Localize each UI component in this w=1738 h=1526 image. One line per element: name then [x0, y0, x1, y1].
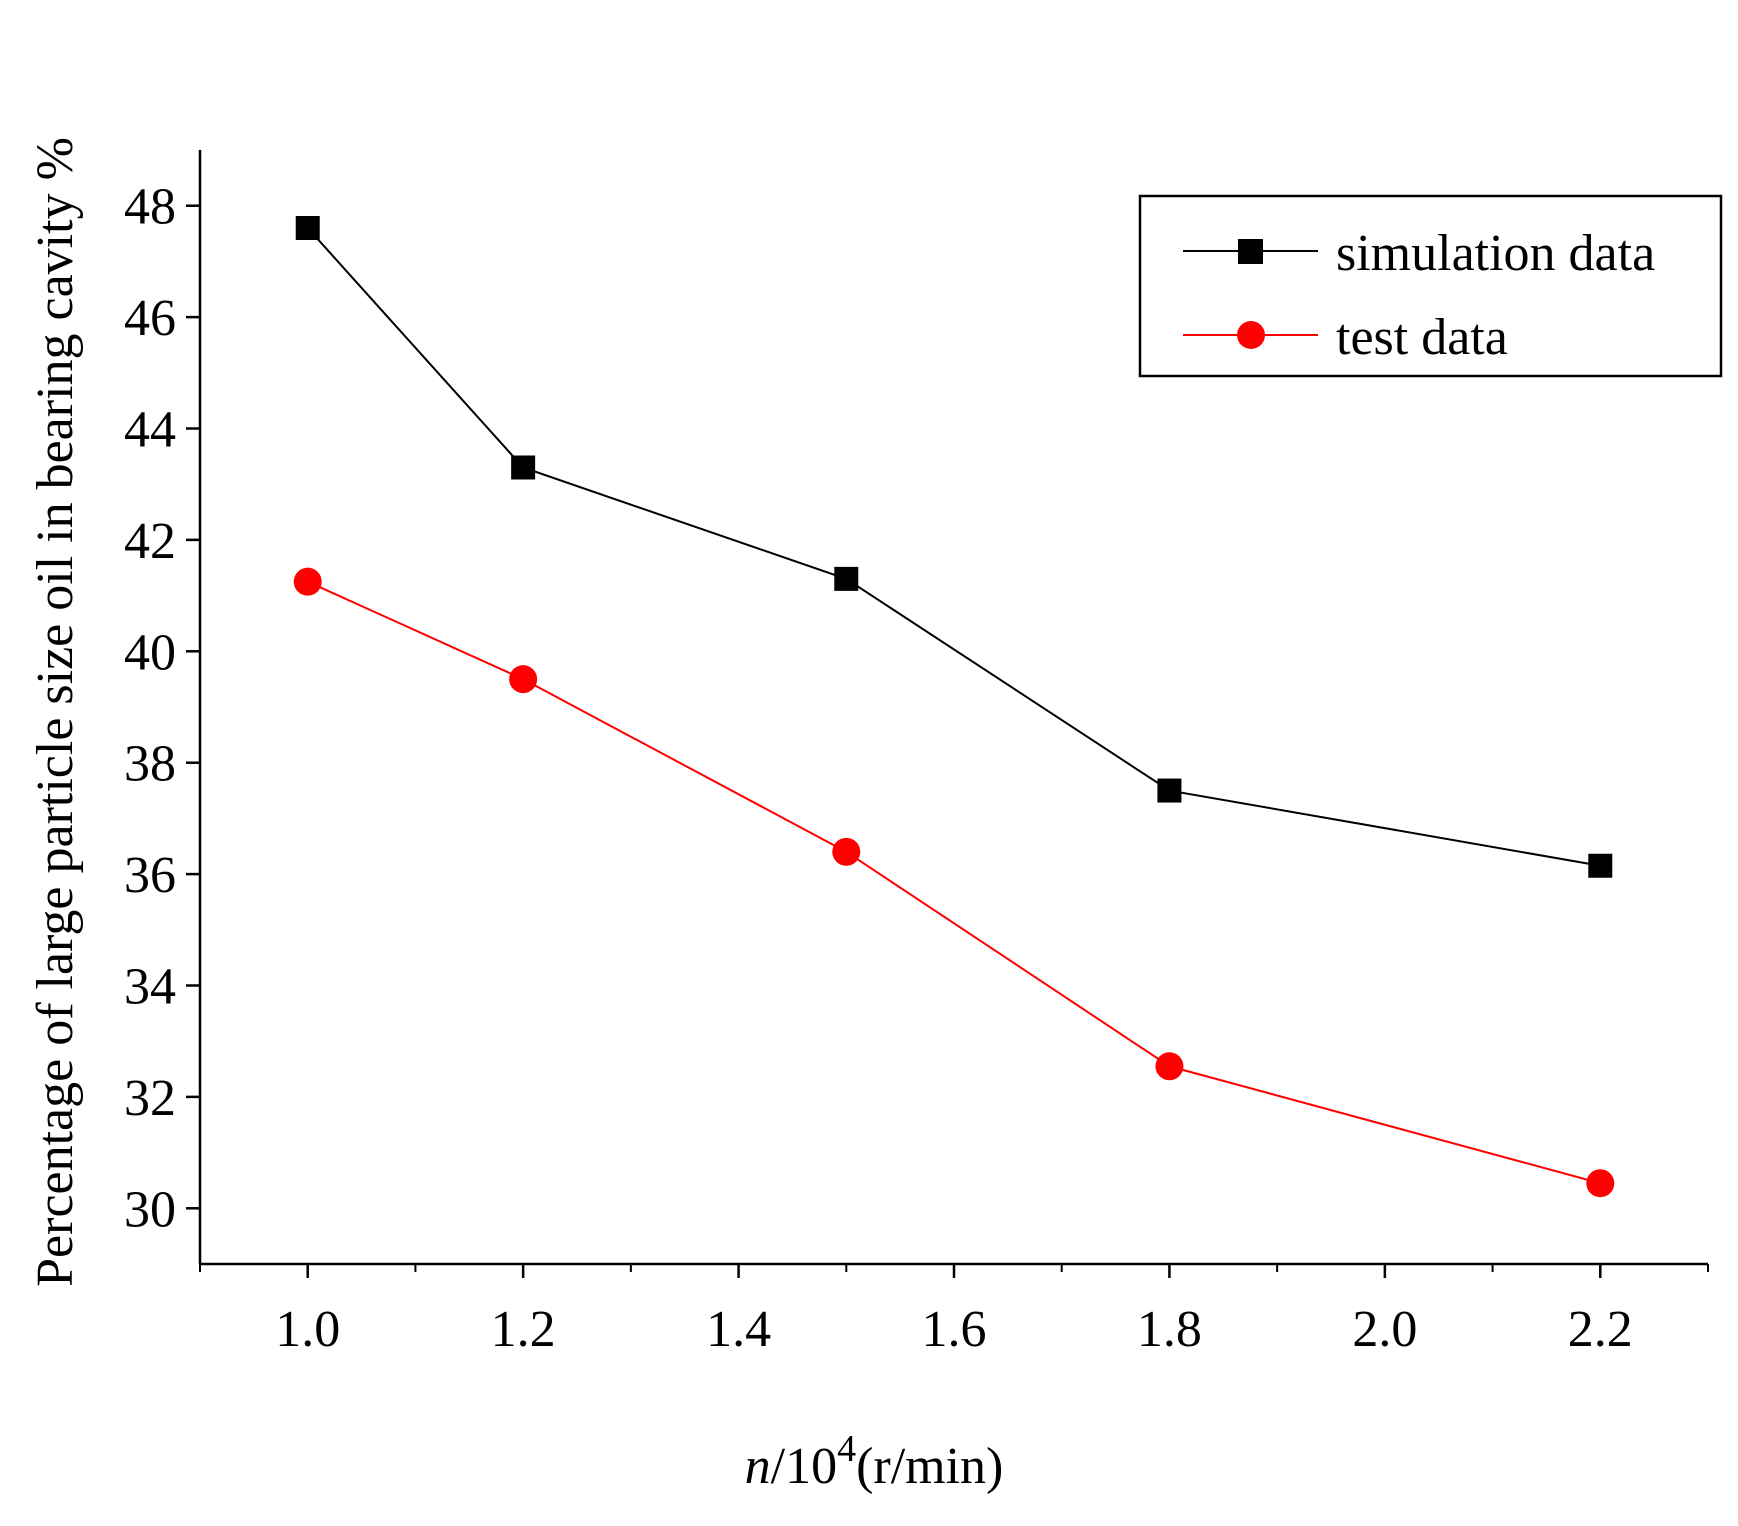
test-data-point	[1586, 1169, 1615, 1198]
test-series-line	[307, 580, 1601, 1185]
x-axis-unit: (r/min)	[856, 1438, 1003, 1495]
y-tick-label: 48	[124, 179, 176, 236]
x-tick-label: 2.0	[1352, 1301, 1417, 1358]
y-tick-label: 30	[124, 1181, 176, 1238]
axes: 30 32 34 36 38 40 42 44 46 48 1.0 1.2 1.4 1.6 1.8 2.0 2.…	[124, 150, 1709, 1358]
simulation-data-point	[1588, 853, 1613, 878]
x-axis-exponent: 4	[837, 1428, 856, 1470]
test-data-point	[293, 567, 322, 596]
legend-box	[1138, 194, 1723, 378]
test-data-point	[1155, 1052, 1184, 1081]
y-tick-label: 44	[124, 402, 176, 459]
y-tick-label: 42	[124, 513, 176, 570]
simulation-data-point	[295, 215, 320, 240]
x-tick-label: 1.8	[1137, 1301, 1202, 1358]
y-tick-label: 46	[124, 290, 176, 347]
legend-simulation-label: simulation data	[1336, 225, 1655, 282]
x-axis-base: /10	[771, 1438, 837, 1495]
y-axis-title: Percentage of large particle size oil in…	[27, 137, 84, 1287]
y-tick-label: 38	[124, 736, 176, 793]
simulation-data-point	[511, 455, 536, 480]
simulation-data-point	[834, 566, 859, 591]
y-tick-label: 40	[124, 624, 176, 681]
test-data-point	[509, 665, 538, 694]
legend: simulation data test data	[1138, 194, 1723, 378]
legend-test-circle-marker	[1237, 321, 1265, 349]
x-tick-label: 1.2	[491, 1301, 556, 1358]
x-axis-variable: n	[745, 1438, 771, 1495]
x-tick-label: 2.2	[1568, 1301, 1633, 1358]
y-tick-label: 32	[124, 1070, 176, 1127]
x-tick-label: 1.4	[706, 1301, 771, 1358]
x-tick-label: 1.6	[922, 1301, 987, 1358]
x-tick-label: 1.0	[275, 1301, 340, 1358]
y-tick-label: 36	[124, 847, 176, 904]
x-axis-title: n/104(r/min)	[745, 1428, 1004, 1495]
y-tick-label: 34	[124, 959, 176, 1016]
legend-test-label: test data	[1336, 309, 1508, 366]
simulation-data-point	[1157, 778, 1182, 803]
legend-simulation-square-marker	[1238, 239, 1263, 264]
series-layer	[293, 215, 1615, 1198]
test-data-point	[832, 837, 861, 866]
